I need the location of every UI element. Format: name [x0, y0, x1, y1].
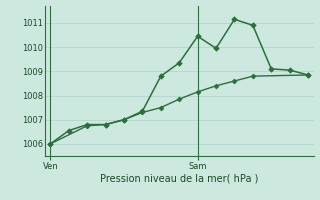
X-axis label: Pression niveau de la mer( hPa ): Pression niveau de la mer( hPa ) [100, 173, 258, 183]
